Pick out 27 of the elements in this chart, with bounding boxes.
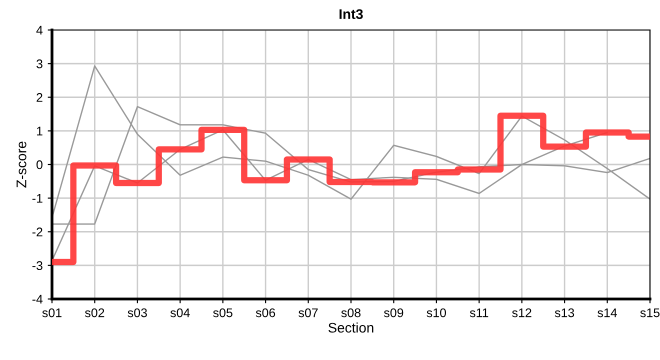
chart-title: Int3 [340,9,363,20]
y-tick-label: 2 [36,93,42,102]
x-tick-label: s06 [256,308,276,318]
x-tick-label: s11 [470,308,488,318]
x-tick-label: s05 [213,308,232,318]
y-tick-label: -3 [32,261,42,270]
y-tick-label: 1 [36,126,42,136]
x-tick-label: s13 [554,308,574,318]
x-tick-label: s02 [84,308,104,318]
x-tick-label: s12 [512,308,532,318]
x-tick-label: s10 [426,308,446,318]
x-tick-label: s04 [170,308,190,318]
x-tick-label: s09 [384,308,404,318]
x-tick-label: s01 [42,308,62,318]
y-tick-label: 3 [36,59,42,68]
y-tick-label: -4 [32,294,43,304]
y-axis-title: Z-score [16,142,26,188]
y-tick-label: -1 [32,194,42,203]
x-axis-title: Section [328,322,374,333]
y-tick-label: -2 [32,228,42,236]
x-tick-label: s15 [640,308,660,318]
x-tick-label: s08 [341,308,361,318]
y-tick-label: 4 [36,26,43,35]
x-tick-label: s14 [598,308,617,318]
y-tick-label: 0 [36,160,42,170]
x-tick-label: s07 [298,308,318,318]
x-tick-label: s03 [128,308,147,318]
